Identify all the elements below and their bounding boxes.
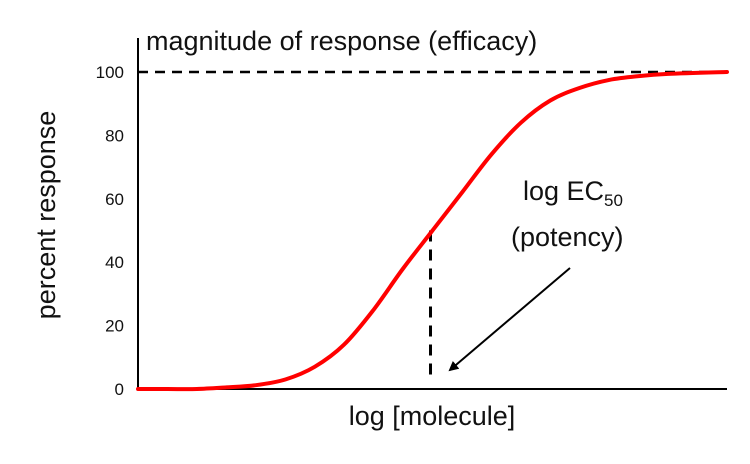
y-tick-label: 100 <box>96 63 124 82</box>
y-axis-title: percent response <box>31 111 61 320</box>
efficacy-label: magnitude of response (efficacy) <box>146 26 537 56</box>
ec50-arrow <box>448 267 571 372</box>
dose-response-curve <box>136 70 729 392</box>
y-tick-label: 80 <box>105 126 124 145</box>
ec50-label: log EC50 <box>523 176 623 210</box>
y-tick-label: 20 <box>105 317 124 336</box>
y-tick-labels: 0 20 40 60 80 100 <box>96 63 124 399</box>
x-axis-title: log [molecule] <box>349 401 516 431</box>
ec50-label-subscript: 50 <box>604 191 623 210</box>
ec50-label-main: log EC <box>523 176 604 206</box>
y-tick-label: 60 <box>105 190 124 209</box>
y-tick-label: 0 <box>115 380 124 399</box>
y-tick-label: 40 <box>105 253 124 272</box>
potency-label: (potency) <box>511 222 624 252</box>
